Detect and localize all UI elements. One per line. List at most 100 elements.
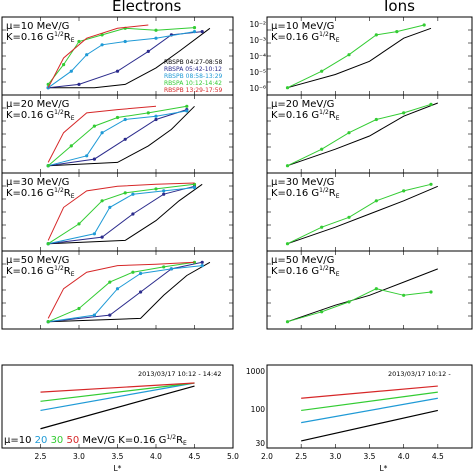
data-point: [285, 320, 290, 324]
ions-energy-panel: 2013/03/17 10:12 -: [266, 364, 473, 449]
ions-y-tick-label: 10⁻³: [249, 36, 266, 45]
legend-entry: RBSPB 13:29-17:59: [164, 87, 223, 94]
legend-entry: RBSPA 05:42-10:12: [164, 66, 222, 73]
panel-mu-label: μ=50 MeV/G: [271, 255, 334, 266]
series-line: [48, 261, 195, 323]
series-line: [287, 24, 425, 89]
ions-energy-y-tick-label: 1000: [246, 367, 265, 376]
data-point: [402, 111, 406, 115]
energy-line: [40, 382, 195, 393]
x-tick-label: 2.5: [295, 452, 307, 461]
x-tick-label: 5.0: [227, 452, 239, 461]
panel-mu-label: μ=20 MeV/G: [271, 99, 334, 110]
energy-line: [301, 385, 438, 399]
data-point: [62, 63, 66, 67]
panel-k-label: K=0.16 G1/2RE: [271, 31, 340, 44]
x-tick-label: 4.5: [189, 452, 201, 461]
mu-legend: μ=10 20 30 50 MeV/G K=0.16 G1/2RE: [4, 434, 187, 447]
data-point: [402, 189, 406, 193]
series-line: [48, 265, 203, 323]
data-point: [46, 164, 50, 168]
energy-line: [301, 391, 438, 412]
energy-line: [40, 382, 195, 412]
data-point: [154, 36, 158, 40]
data-point: [429, 290, 433, 294]
data-point: [374, 33, 378, 37]
series-line: [287, 268, 438, 323]
panel-k-label: K=0.16 G1/2RE: [6, 187, 75, 200]
series-line: [48, 105, 195, 167]
date-label: 2013/03/17 10:12 -: [388, 370, 451, 378]
data-point: [115, 115, 120, 120]
data-point: [154, 114, 158, 118]
data-point: [192, 26, 197, 30]
data-point: [402, 293, 406, 297]
data-point: [123, 117, 127, 122]
data-point: [139, 290, 143, 294]
data-point: [429, 182, 433, 186]
data-point: [192, 30, 197, 34]
data-point: [422, 23, 426, 27]
x-tick-label: 2.0: [261, 452, 273, 461]
data-point: [131, 270, 135, 274]
ions-panel-50: μ=50 MeV/GK=0.16 G1/2RE: [266, 250, 473, 330]
x-tick-label: 3.5: [112, 452, 124, 461]
series-line: [287, 183, 432, 245]
x-tick-label: 2.5: [35, 452, 47, 461]
data-point: [139, 271, 143, 276]
electrons-panel-20: μ=20 MeV/GK=0.16 G1/2RE: [1, 94, 234, 174]
data-point: [123, 191, 127, 195]
data-point: [429, 102, 433, 106]
panel-mu-label: μ=50 MeV/G: [6, 255, 69, 266]
data-point: [374, 199, 378, 203]
series-line: [48, 183, 203, 245]
data-point: [46, 242, 50, 246]
data-point: [85, 53, 89, 57]
data-point: [92, 232, 96, 236]
ions-energy-y-tick-label: 30: [255, 439, 265, 448]
x-axis-label: L*: [114, 464, 122, 473]
x-tick-label: 3.0: [329, 452, 341, 461]
data-point: [85, 154, 89, 158]
data-point: [154, 117, 158, 122]
legend-entry: RBSPB 04:27-08:58: [164, 59, 223, 66]
ions-y-tick-label: 10⁻²: [249, 20, 266, 29]
data-point: [347, 131, 351, 135]
data-point: [92, 124, 96, 128]
panel-mu-label: μ=10 MeV/G: [271, 21, 334, 32]
panel-mu-label: μ=20 MeV/G: [6, 99, 69, 110]
data-point: [154, 187, 158, 191]
data-point: [100, 43, 104, 47]
data-point: [115, 287, 120, 291]
panel-k-label: K=0.16 G1/2RE: [271, 265, 340, 278]
data-point: [169, 267, 173, 271]
data-point: [100, 235, 104, 239]
data-point: [100, 199, 104, 203]
data-point: [100, 131, 104, 135]
electrons-panel-30: μ=30 MeV/GK=0.16 G1/2RE: [1, 172, 234, 252]
data-point: [200, 30, 204, 34]
x-tick-label: 3.5: [364, 452, 376, 461]
data-point: [185, 109, 189, 113]
data-point: [347, 300, 351, 304]
panel-k-label: K=0.16 G1/2RE: [6, 265, 75, 278]
data-point: [123, 137, 127, 141]
data-point: [374, 287, 378, 291]
series-line: [48, 261, 211, 323]
ions-y-tick-label: 10⁻⁵: [249, 68, 266, 77]
panel-mu-label: μ=30 MeV/G: [271, 177, 334, 188]
data-point: [46, 320, 50, 324]
data-point: [92, 313, 96, 317]
data-point: [77, 39, 81, 44]
data-point: [374, 117, 378, 122]
data-point: [77, 222, 81, 226]
data-point: [285, 242, 290, 246]
data-point: [146, 49, 150, 54]
series-line: [287, 288, 432, 323]
legend-entry: RBSPB 08:58-13:29: [164, 73, 223, 80]
energy-line: [40, 382, 195, 402]
ions-y-tick-label: 10⁻⁶: [249, 84, 266, 93]
